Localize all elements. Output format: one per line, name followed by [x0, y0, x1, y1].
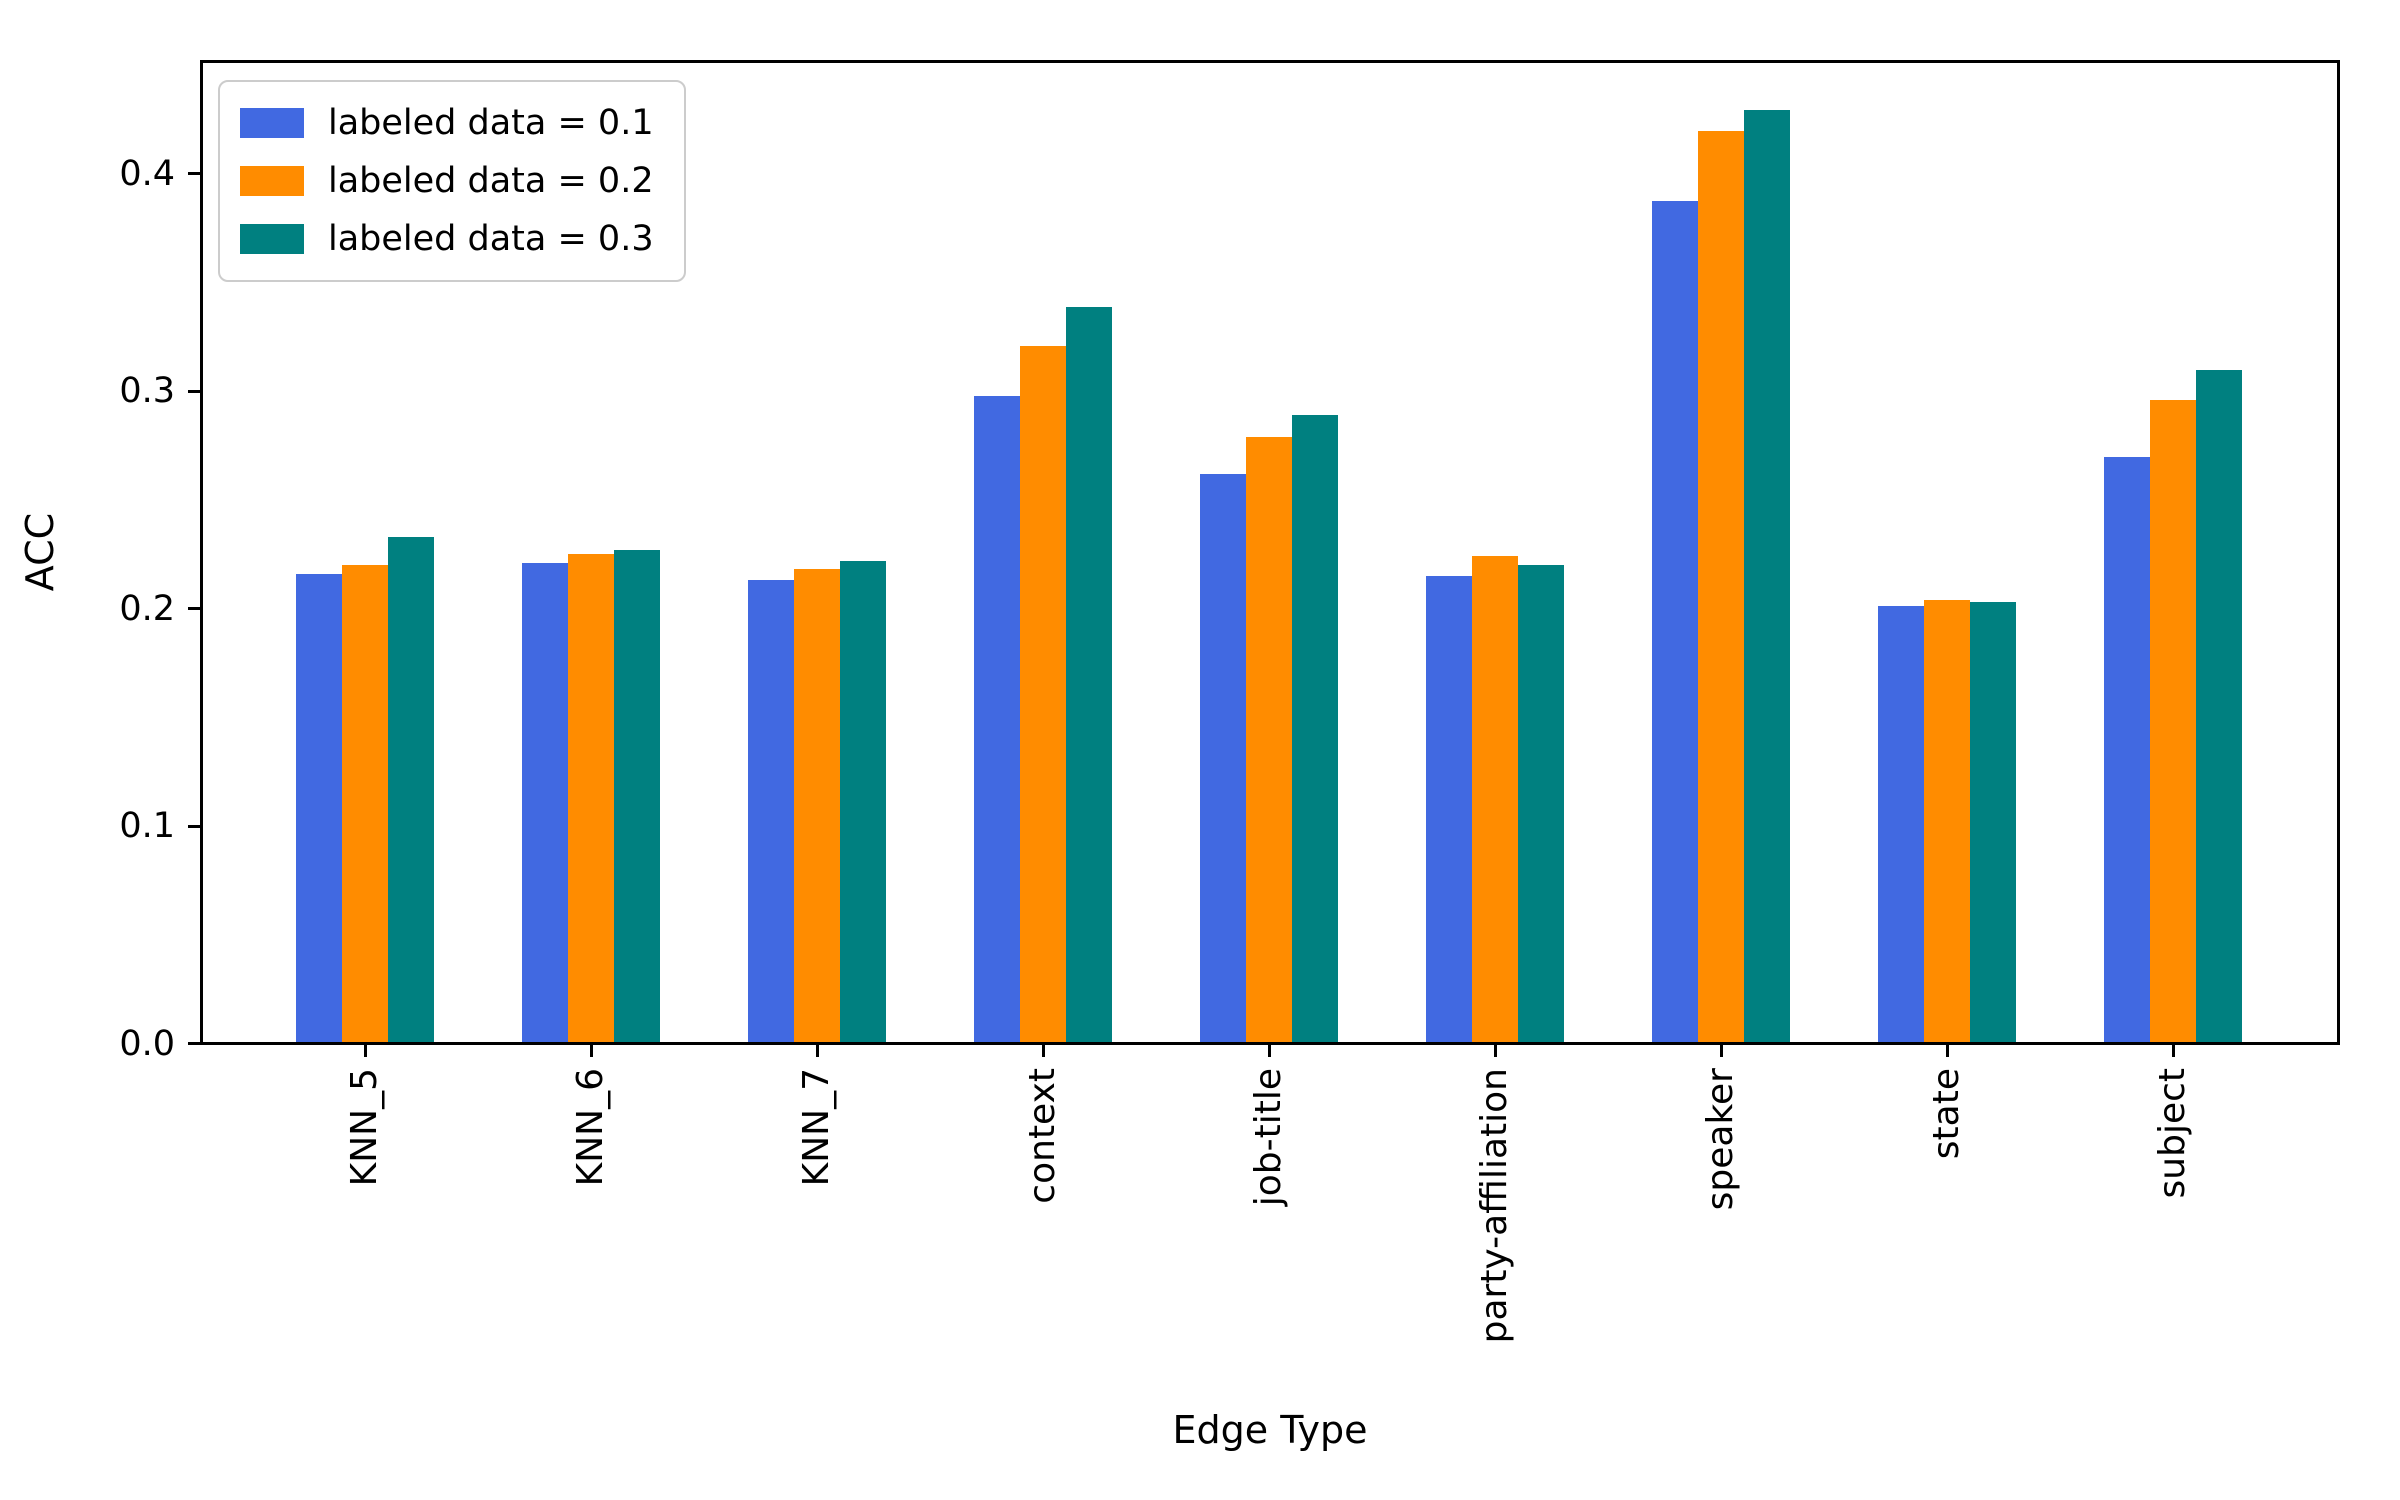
y-tick-label-0.3: 0.3 [119, 371, 175, 411]
x-tick-label-state: state [1926, 1068, 1967, 1160]
x-tick-label-context: context [1022, 1068, 1063, 1204]
bar-context-0.3 [1066, 307, 1112, 1042]
bar-context-0.1 [974, 396, 1020, 1042]
bar-subject-0.2 [2150, 400, 2196, 1042]
x-tick-label-KNN_6: KNN_6 [570, 1068, 611, 1187]
bar-group-job-title [1200, 415, 1338, 1042]
bar-group-subject [2104, 370, 2242, 1042]
bar-subject-0.1 [2104, 457, 2150, 1042]
y-tick-mark-0.1 [188, 824, 200, 828]
x-tick-label-speaker: speaker [1700, 1068, 1741, 1211]
bar-speaker-0.1 [1652, 201, 1698, 1042]
bar-KNN_7-0.2 [794, 569, 840, 1042]
bar-group-KNN_5 [296, 537, 434, 1042]
bar-subject-0.3 [2196, 370, 2242, 1042]
x-tick-mark-subject [2171, 1045, 2175, 1057]
bar-job-title-0.2 [1246, 437, 1292, 1042]
y-tick-mark-0.2 [188, 607, 200, 610]
bar-group-context [974, 307, 1112, 1042]
legend-item: labeled data = 0.3 [240, 214, 654, 264]
x-tick-label-job-title: job-title [1248, 1068, 1289, 1207]
y-tick-label-0.4: 0.4 [119, 153, 175, 194]
x-tick-mark-context [1041, 1045, 1045, 1057]
x-tick-mark-KNN_6 [589, 1045, 593, 1057]
legend-color-patch [240, 166, 304, 196]
y-tick-mark-0.4 [188, 172, 200, 175]
y-axis-label-text: ACC [18, 512, 62, 592]
bar-party-affiliation-0.1 [1426, 576, 1472, 1042]
x-tick-label-KNN_5: KNN_5 [344, 1068, 385, 1187]
bar-state-0.2 [1924, 600, 1970, 1042]
bar-KNN_5-0.2 [342, 565, 388, 1042]
plot-area [200, 60, 2340, 1045]
x-tick-mark-speaker [1719, 1045, 1723, 1057]
y-tick-label-0.1: 0.1 [119, 806, 175, 846]
bar-party-affiliation-0.3 [1518, 565, 1564, 1042]
x-tick-label-KNN_7: KNN_7 [796, 1068, 837, 1187]
x-tick-mark-KNN_5 [363, 1045, 367, 1057]
bar-KNN_5-0.3 [388, 537, 434, 1042]
bar-group-speaker [1652, 110, 1790, 1042]
bar-KNN_7-0.1 [748, 580, 794, 1042]
bar-KNN_6-0.2 [568, 554, 614, 1042]
bar-job-title-0.1 [1200, 474, 1246, 1042]
bar-KNN_7-0.3 [840, 561, 886, 1042]
legend: labeled data = 0.1 labeled data = 0.2 labe… [218, 80, 686, 282]
bar-KNN_6-0.3 [614, 550, 660, 1042]
bar-KNN_5-0.1 [296, 574, 342, 1042]
x-tick-mark-state [1945, 1045, 1949, 1057]
y-tick-label-0.2: 0.2 [119, 588, 175, 629]
x-tick-mark-job-title [1267, 1045, 1271, 1057]
x-tick-mark-party-affiliation [1493, 1045, 1497, 1057]
bar-KNN_6-0.1 [522, 563, 568, 1042]
legend-color-patch [240, 224, 304, 254]
legend-label: labeled data = 0.3 [328, 219, 654, 259]
legend-item: labeled data = 0.1 [240, 98, 654, 148]
bar-speaker-0.3 [1744, 110, 1790, 1042]
bar-state-0.1 [1878, 606, 1924, 1042]
y-tick-mark-0.0 [188, 1042, 200, 1045]
y-tick-mark-0.3 [188, 389, 200, 393]
legend-color-patch [240, 108, 304, 138]
bar-group-KNN_6 [522, 550, 660, 1042]
x-tick-label-party-affiliation: party-affiliation [1474, 1068, 1515, 1344]
x-axis-label: Edge Type [1172, 1408, 1368, 1452]
legend-label: labeled data = 0.2 [328, 161, 654, 201]
bar-group-KNN_7 [748, 561, 886, 1042]
bar-speaker-0.2 [1698, 131, 1744, 1042]
y-axis-label: ACC [18, 513, 62, 591]
bar-party-affiliation-0.2 [1472, 556, 1518, 1042]
legend-label: labeled data = 0.1 [328, 103, 654, 143]
bar-group-state [1878, 600, 2016, 1042]
bar-context-0.2 [1020, 346, 1066, 1042]
y-tick-label-0.0: 0.0 [119, 1023, 175, 1064]
legend-item: labeled data = 0.2 [240, 156, 654, 206]
bar-group-party-affiliation [1426, 556, 1564, 1042]
x-tick-label-subject: subject [2152, 1068, 2193, 1199]
x-tick-mark-KNN_7 [815, 1045, 819, 1057]
bar-state-0.3 [1970, 602, 2016, 1042]
bar-job-title-0.3 [1292, 415, 1338, 1042]
